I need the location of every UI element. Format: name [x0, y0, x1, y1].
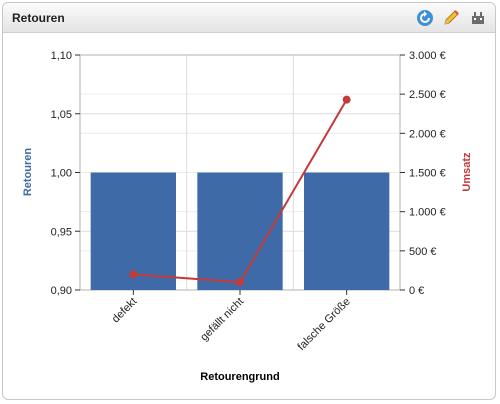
- x-tick-label: falsche Größe: [295, 296, 352, 353]
- y-left-tick-label: 1,05: [51, 109, 72, 121]
- y-axis-left-label: Retouren: [22, 148, 34, 197]
- left-axis-ticks: 0,90 0,95 1,00 1,05 1,10: [51, 50, 80, 297]
- y-axis-right-label: Umsatz: [461, 152, 473, 192]
- refresh-icon[interactable]: [416, 9, 434, 27]
- y-left-tick-label: 0,90: [51, 285, 72, 297]
- widget-title: Retouren: [12, 11, 65, 25]
- bar-series: [90, 172, 390, 291]
- x-axis-ticks: defekt gefällt nicht falsche Größe: [110, 290, 353, 353]
- y-left-tick-label: 0,95: [51, 226, 72, 238]
- line-series: [129, 95, 351, 287]
- y-right-tick-label: 2.000 €: [409, 128, 446, 140]
- y-right-tick-label: 1.500 €: [409, 168, 446, 180]
- line-point[interactable]: [129, 270, 138, 279]
- edit-icon[interactable]: [442, 9, 460, 27]
- line-point[interactable]: [342, 95, 351, 104]
- y-right-tick-label: 1.000 €: [409, 207, 446, 219]
- y-right-tick-label: 2.500 €: [409, 89, 446, 101]
- y-left-tick-label: 1,10: [51, 50, 72, 62]
- plugin-icon[interactable]: [469, 9, 487, 27]
- x-tick-label: gefällt nicht: [198, 296, 246, 344]
- retouren-widget: Retouren: [2, 2, 496, 400]
- x-tick-label: defekt: [110, 296, 140, 326]
- y-right-tick-label: 3.000 €: [409, 50, 446, 62]
- widget-header: Retouren: [3, 3, 495, 33]
- y-right-tick-label: 0 €: [409, 285, 424, 297]
- bar[interactable]: [304, 172, 390, 291]
- bar[interactable]: [197, 172, 283, 291]
- line-point[interactable]: [236, 278, 244, 287]
- right-axis-ticks: 0 € 500 € 1.000 € 1.500 € 2.000 € 2.500 € 3.00…: [400, 50, 446, 297]
- y-left-tick-label: 1,00: [51, 168, 72, 180]
- x-axis-label: Retourengrund: [200, 371, 279, 383]
- y-right-tick-label: 500 €: [409, 246, 437, 258]
